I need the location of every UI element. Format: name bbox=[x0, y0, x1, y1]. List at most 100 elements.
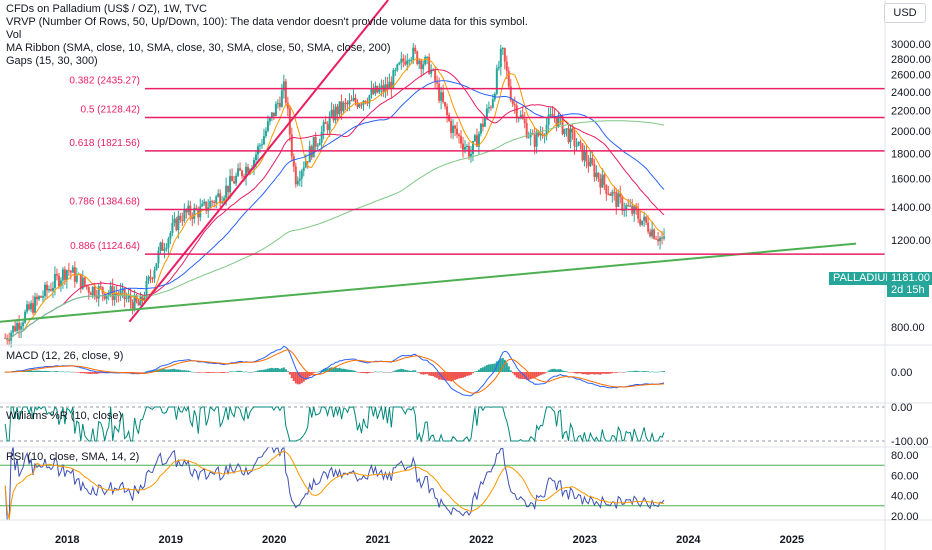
macd-histogram-bar bbox=[597, 372, 600, 375]
candle-body bbox=[61, 269, 64, 281]
candle-body bbox=[276, 103, 279, 105]
macd-histogram-bar bbox=[177, 369, 180, 372]
candle-body bbox=[115, 293, 118, 295]
indicator-ma-ribbon[interactable]: MA Ribbon (SMA, close, 10, SMA, close, 3… bbox=[6, 42, 391, 54]
macd-histogram-bar bbox=[392, 371, 395, 372]
macd-histogram-bar bbox=[595, 372, 598, 375]
indicator-vrvp[interactable]: VRVP (Number Of Rows, 50, Up/Down, 100):… bbox=[6, 16, 528, 28]
macd-histogram-bar bbox=[89, 372, 92, 375]
macd-histogram-bar bbox=[173, 368, 176, 372]
candle-body bbox=[272, 112, 275, 117]
indicator-vol[interactable]: Vol bbox=[6, 29, 22, 41]
macd-histogram-bar bbox=[428, 372, 431, 376]
macd-histogram-bar bbox=[83, 372, 86, 374]
macd-histogram-bar bbox=[653, 371, 656, 373]
fib-level-label: 0.382 (2435.27) bbox=[69, 76, 140, 87]
rsi-label[interactable]: RSI (10, close, SMA, 14, 2) bbox=[6, 451, 140, 463]
candle-body bbox=[211, 201, 214, 203]
macd-histogram-bar bbox=[469, 372, 472, 375]
fibonacci-levels[interactable]: 0.382 (2435.27) 0.5 (2128.42) 0.618 (1821.… bbox=[69, 76, 885, 255]
macd-histogram-bar bbox=[187, 370, 190, 372]
macd-histogram-bar bbox=[376, 371, 379, 373]
macd-histogram-bar bbox=[517, 372, 520, 379]
candle-body bbox=[344, 102, 347, 104]
rsi-pane[interactable] bbox=[0, 445, 885, 521]
macd-histogram-bar bbox=[171, 368, 174, 372]
candle-body bbox=[585, 151, 588, 162]
rsi-ma-line bbox=[4, 450, 665, 520]
macd-histogram-bar bbox=[262, 369, 265, 372]
candle-body bbox=[410, 59, 413, 61]
price-tick-label: 3000.00 bbox=[891, 39, 931, 51]
macd-histogram-bar bbox=[587, 372, 590, 375]
williams-label[interactable]: Williams %R (10, close) bbox=[6, 410, 123, 422]
candle-body bbox=[519, 114, 522, 118]
candle-body bbox=[591, 157, 594, 164]
macd-histogram-bar bbox=[332, 367, 335, 372]
macd-histogram-bar bbox=[655, 371, 658, 373]
candle-body bbox=[131, 302, 134, 311]
macd-histogram-bar bbox=[197, 372, 200, 373]
candle-body bbox=[87, 287, 90, 293]
macd-pane[interactable] bbox=[4, 345, 666, 397]
macd-histogram-bar bbox=[454, 372, 457, 380]
candle-body bbox=[97, 286, 100, 299]
candle-body bbox=[358, 104, 361, 107]
rsi-tick-label: 20.00 bbox=[891, 511, 919, 523]
candle-body bbox=[495, 68, 498, 94]
candle-body bbox=[645, 216, 648, 223]
macd-histogram-bar bbox=[167, 369, 170, 372]
macd-histogram-bar bbox=[264, 369, 267, 372]
candle-body bbox=[119, 290, 122, 297]
candle-body bbox=[424, 57, 427, 65]
fib-level-label: 0.5 (2128.42) bbox=[81, 104, 141, 115]
candle-body bbox=[306, 161, 309, 163]
macd-histogram-bar bbox=[661, 371, 664, 372]
currency-button[interactable]: USD bbox=[884, 3, 926, 23]
candle-body bbox=[237, 168, 240, 176]
indicator-gaps[interactable]: Gaps (15, 30, 300) bbox=[6, 55, 98, 67]
price-tick-label: 1400.00 bbox=[891, 202, 931, 214]
price-pane[interactable] bbox=[0, 0, 857, 348]
macd-histogram-bar bbox=[557, 369, 560, 372]
macd-histogram-bar bbox=[24, 371, 27, 372]
macd-histogram-bar bbox=[201, 372, 204, 373]
macd-histogram-bar bbox=[163, 369, 166, 372]
macd-histogram-bar bbox=[360, 372, 363, 374]
time-tick-label: 2021 bbox=[366, 534, 390, 546]
macd-line bbox=[5, 345, 665, 397]
candle-body bbox=[171, 222, 174, 233]
candle-body bbox=[489, 107, 492, 109]
macd-label[interactable]: MACD (12, 26, close, 9) bbox=[6, 350, 124, 362]
candle-body bbox=[24, 311, 27, 323]
symbol-title[interactable]: CFDs on Palladium (US$ / OZ), 1W, TVC bbox=[6, 3, 207, 15]
macd-histogram-bar bbox=[637, 371, 640, 372]
candle-body bbox=[161, 242, 164, 251]
macd-histogram-bar bbox=[71, 371, 74, 373]
price-tick-label: 2600.00 bbox=[891, 70, 931, 82]
candle-body bbox=[227, 185, 230, 193]
macd-histogram-bar bbox=[292, 372, 295, 381]
candle-body bbox=[270, 112, 273, 118]
candle-body bbox=[63, 269, 66, 280]
macd-histogram-bar bbox=[161, 368, 164, 372]
macd-histogram-bar bbox=[340, 368, 343, 372]
candle-body bbox=[599, 178, 602, 188]
candle-body bbox=[428, 56, 431, 74]
candle-body bbox=[32, 303, 35, 313]
macd-histogram-bar bbox=[290, 372, 293, 379]
macd-histogram-bar bbox=[53, 371, 56, 372]
macd-histogram-bar bbox=[282, 367, 285, 372]
macd-histogram-bar bbox=[424, 372, 427, 375]
candle-body bbox=[328, 116, 331, 131]
macd-histogram-bar bbox=[422, 372, 425, 375]
candle-body bbox=[67, 270, 70, 272]
macd-histogram-bar bbox=[426, 372, 429, 374]
candle-body bbox=[302, 167, 305, 171]
macd-histogram-bar bbox=[36, 370, 39, 372]
candle-body bbox=[460, 136, 463, 144]
williams-r-pane[interactable] bbox=[0, 405, 885, 443]
ma30-line bbox=[4, 68, 665, 341]
macd-histogram-bar bbox=[249, 371, 252, 373]
